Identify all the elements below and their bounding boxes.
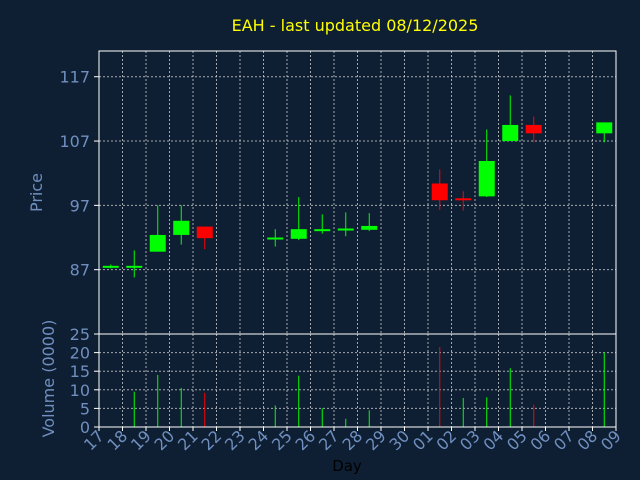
volume-tick-label: 5: [80, 399, 90, 418]
price-tick-label: 117: [59, 68, 90, 87]
chart-title: EAH - last updated 08/12/2025: [232, 16, 479, 35]
candle-body: [149, 234, 166, 252]
candle-body: [478, 160, 495, 197]
day-x-ticks: 1718192021222324252627282930010203040506…: [80, 426, 625, 454]
candle-body: [173, 220, 190, 235]
volume-tick-label: 15: [70, 362, 90, 381]
price-grid: [98, 51, 617, 334]
price-candles: [102, 95, 613, 278]
price-tick-label: 87: [70, 261, 90, 280]
candle-body: [431, 183, 448, 201]
volume-tick-label: 25: [70, 325, 90, 344]
candle-body: [361, 225, 378, 230]
candle-body: [337, 228, 354, 231]
price-axis-label: Price: [27, 173, 46, 212]
price-tick-label: 97: [70, 196, 90, 215]
price-y-ticks: 87 97 107 117: [59, 68, 99, 280]
candle-body: [102, 265, 119, 268]
volume-axis-label: Volume (0000): [39, 320, 58, 438]
volume-tick-label: 0: [80, 418, 90, 437]
volume-tick-label: 20: [70, 344, 90, 363]
candle-body: [596, 122, 613, 134]
candle-body: [525, 124, 542, 134]
candle-body: [126, 265, 143, 268]
day-tick-label: 09: [597, 426, 625, 454]
candle-body: [267, 237, 284, 240]
candle-body: [314, 229, 331, 232]
candle-body: [502, 124, 519, 142]
price-tick-label: 107: [59, 132, 90, 151]
volume-bars: [133, 347, 605, 427]
candle-body: [196, 226, 213, 239]
candle-body: [290, 229, 307, 239]
volume-grid: [98, 333, 617, 428]
candle-body: [455, 198, 472, 201]
day-axis-label: Day: [332, 457, 362, 475]
volume-tick-label: 10: [70, 381, 90, 400]
